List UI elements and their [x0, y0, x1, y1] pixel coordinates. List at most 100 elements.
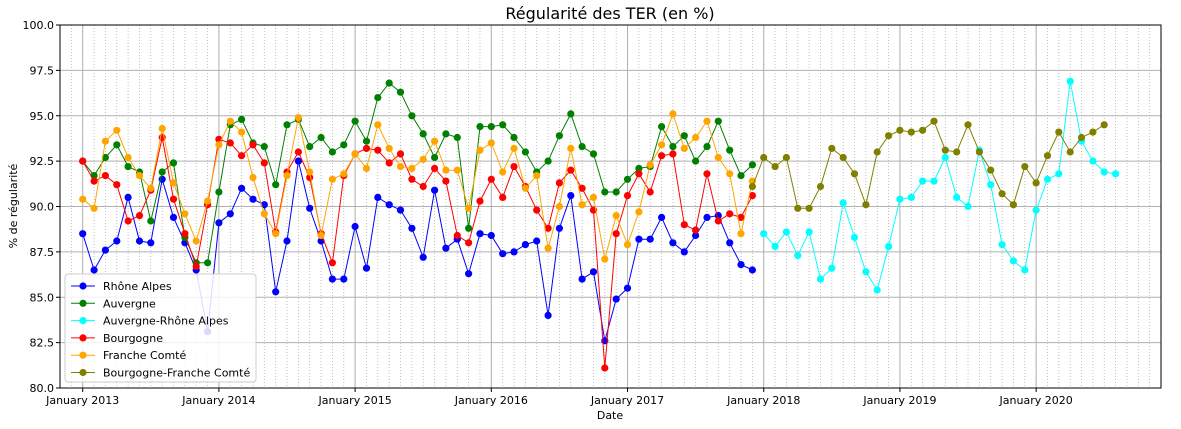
data-point	[692, 133, 700, 142]
data-point	[658, 152, 666, 160]
data-point	[794, 251, 802, 260]
data-point	[646, 161, 654, 169]
data-point	[181, 210, 189, 218]
y-tick-label: 95.0	[30, 110, 55, 123]
legend-marker	[79, 334, 87, 342]
data-point	[737, 230, 745, 238]
data-point	[101, 137, 109, 145]
y-tick-label: 90.0	[30, 201, 55, 214]
series-0	[79, 157, 757, 345]
data-point	[113, 126, 121, 134]
data-point	[726, 210, 734, 218]
data-point	[669, 239, 677, 247]
data-point	[374, 94, 382, 102]
data-point	[408, 224, 416, 232]
data-point	[272, 288, 280, 296]
legend-label: Franche Comté	[103, 349, 186, 362]
legend-item: Auvergne	[71, 297, 156, 310]
x-axis: January 2013 January 2014 January 2015 Janu…	[45, 388, 1073, 407]
data-point	[510, 144, 518, 152]
data-point	[328, 275, 336, 283]
data-point	[476, 230, 484, 238]
series-2	[760, 77, 1120, 294]
data-point	[521, 184, 530, 192]
data-point	[340, 170, 348, 178]
x-tick-label: January 2013	[45, 394, 119, 407]
data-point	[578, 143, 586, 151]
data-point	[499, 193, 507, 201]
data-point	[181, 230, 189, 238]
data-point	[862, 201, 870, 209]
data-point	[771, 163, 779, 171]
data-point	[703, 170, 711, 178]
data-point	[442, 244, 450, 252]
data-point	[124, 153, 132, 162]
data-point	[283, 237, 291, 245]
data-point	[476, 123, 484, 131]
series-line	[763, 81, 1116, 292]
data-point	[748, 266, 757, 274]
legend-marker	[79, 299, 87, 307]
data-point	[612, 188, 620, 196]
legend-item: Bourgogne	[71, 332, 163, 345]
data-point	[601, 188, 609, 196]
data-point	[408, 164, 416, 172]
data-point	[635, 208, 643, 216]
data-point	[135, 237, 144, 245]
data-point	[385, 79, 393, 87]
data-point	[555, 202, 564, 211]
data-point	[113, 181, 121, 189]
data-point	[601, 364, 609, 372]
legend-label: Bourgogne	[103, 332, 163, 345]
data-point	[362, 144, 371, 152]
data-point	[987, 181, 995, 189]
legend-marker	[79, 351, 87, 359]
data-point	[816, 275, 825, 283]
data-point	[169, 195, 178, 203]
data-point	[885, 132, 893, 140]
data-point	[476, 197, 484, 205]
data-point	[317, 133, 325, 142]
data-point	[249, 173, 257, 182]
data-point	[453, 231, 461, 240]
data-point	[1055, 128, 1063, 136]
data-point	[748, 182, 757, 191]
data-point	[124, 163, 132, 171]
data-point	[192, 262, 200, 270]
data-point	[465, 239, 473, 247]
data-point	[646, 188, 654, 196]
data-point	[204, 197, 212, 205]
data-point	[998, 190, 1006, 198]
data-point	[135, 212, 144, 220]
data-point	[850, 233, 859, 241]
data-point	[726, 239, 734, 247]
data-point	[828, 144, 836, 152]
data-point	[1089, 157, 1097, 165]
data-point	[1066, 77, 1074, 85]
data-point	[1021, 163, 1029, 171]
data-point	[113, 237, 121, 245]
data-point	[294, 157, 302, 165]
data-point	[90, 177, 98, 185]
data-point	[1021, 266, 1029, 274]
data-point	[419, 155, 427, 163]
data-point	[510, 133, 518, 142]
data-point	[567, 110, 575, 118]
data-point	[680, 248, 688, 256]
data-point	[260, 143, 268, 151]
data-point	[147, 217, 155, 225]
data-point	[521, 148, 530, 156]
data-point	[442, 166, 450, 174]
data-point	[544, 157, 552, 165]
data-point	[816, 182, 825, 191]
y-tick-label: 85.0	[30, 291, 55, 304]
legend-label: Bourgogne-Franche Comté	[103, 367, 250, 380]
data-point	[760, 153, 768, 162]
series-3	[79, 133, 757, 372]
data-point	[238, 128, 246, 136]
data-point	[635, 164, 643, 172]
data-point	[408, 175, 416, 183]
data-point	[896, 126, 904, 134]
data-point	[260, 159, 268, 167]
